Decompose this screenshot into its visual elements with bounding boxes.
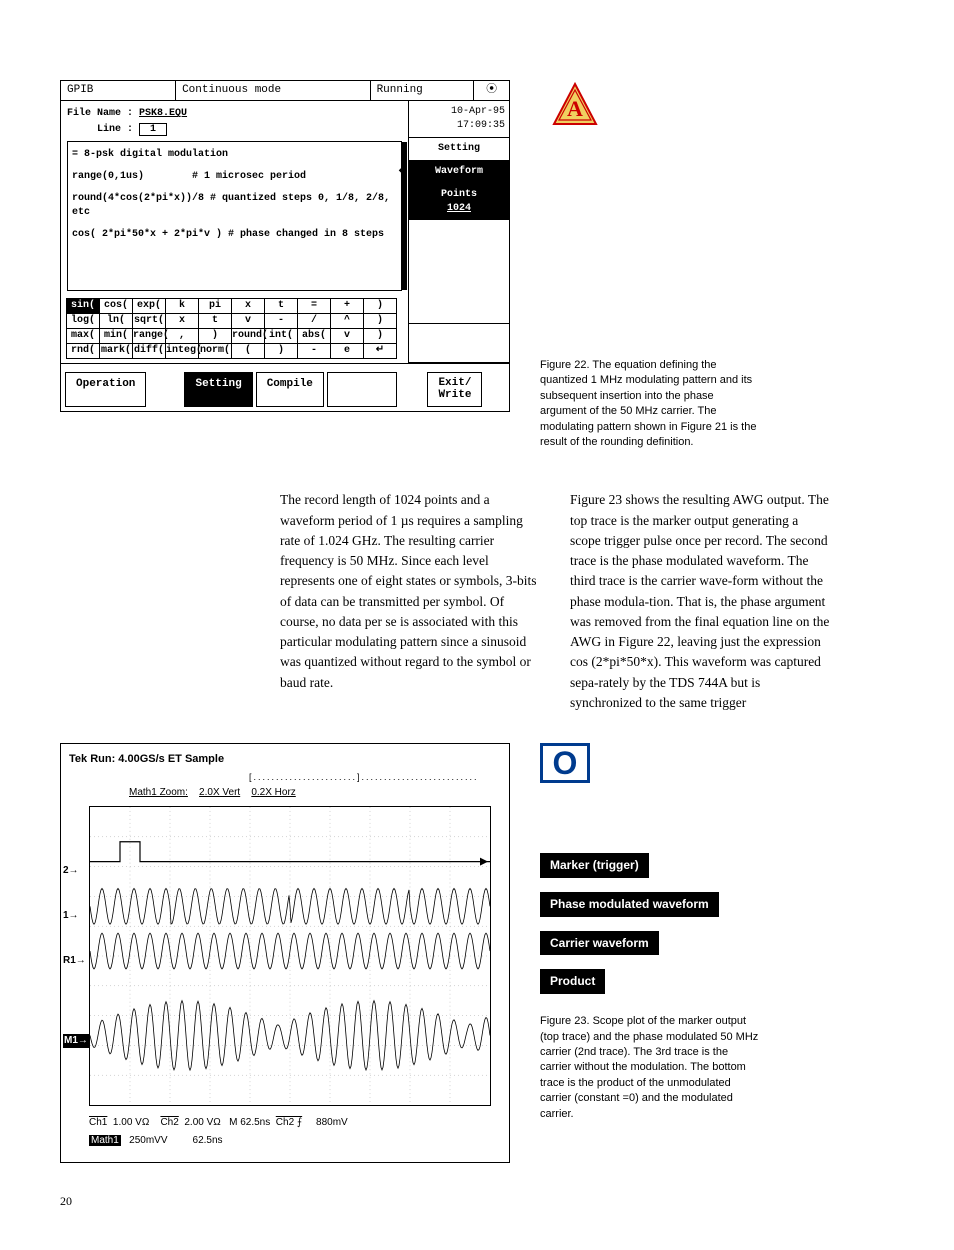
keypad-key[interactable]: range(: [132, 328, 166, 344]
keypad-key[interactable]: -: [264, 313, 298, 329]
keypad-key[interactable]: norm(: [198, 343, 232, 359]
keypad-key[interactable]: log(: [66, 313, 100, 329]
line-number[interactable]: 1: [139, 123, 167, 136]
label-marker: Marker (trigger): [540, 853, 649, 878]
side-setting[interactable]: Setting: [409, 138, 509, 161]
keypad-key[interactable]: abs(: [297, 328, 331, 344]
figure-22-caption: Figure 22. The equation defining the qua…: [540, 358, 760, 450]
keypad-key[interactable]: ^: [330, 313, 364, 329]
compile-button[interactable]: Compile: [256, 372, 324, 406]
keypad-key[interactable]: ): [198, 328, 232, 344]
keypad-key[interactable]: -: [297, 343, 331, 359]
keypad-key[interactable]: sin(: [66, 298, 100, 314]
operation-button[interactable]: Operation: [65, 372, 146, 406]
keypad-key[interactable]: sqrt(: [132, 313, 166, 329]
keypad-key[interactable]: e: [330, 343, 364, 359]
figure-23-caption: Figure 23. Scope plot of the marker outp…: [540, 1014, 760, 1122]
keypad-key[interactable]: mark(: [99, 343, 133, 359]
keypad-key[interactable]: v: [330, 328, 364, 344]
keypad-key[interactable]: cos(: [99, 298, 133, 314]
keypad-key[interactable]: int(: [264, 328, 298, 344]
keypad-key[interactable]: ↵: [363, 343, 397, 359]
keypad-key[interactable]: exp(: [132, 298, 166, 314]
keypad-key[interactable]: pi: [198, 298, 232, 314]
function-keypad[interactable]: sin(cos(exp(kpixt=+)log(ln(sqrt(xtv-/^)m…: [67, 299, 402, 359]
keypad-key[interactable]: integ(: [165, 343, 199, 359]
oscilloscope-screenshot: Tek Run: 4.00GS/s ET Sample [...........…: [60, 743, 510, 1163]
status-gpib: GPIB: [61, 81, 176, 100]
keypad-key[interactable]: ): [363, 328, 397, 344]
keypad-key[interactable]: v: [231, 313, 265, 329]
equation-editor-area[interactable]: = 8-psk digital modulation range(0,1us) …: [67, 141, 402, 291]
label-phase-mod: Phase modulated waveform: [540, 892, 719, 917]
keypad-key[interactable]: /: [297, 313, 331, 329]
label-carrier: Carrier waveform: [540, 931, 659, 956]
keypad-key[interactable]: max(: [66, 328, 100, 344]
body-paragraph-1: The record length of 1024 points and a w…: [280, 490, 540, 713]
warning-triangle-icon: A: [550, 80, 600, 130]
o-badge-icon: O: [540, 743, 590, 783]
keypad-key[interactable]: diff(: [132, 343, 166, 359]
side-waveform[interactable]: ◆ Waveform: [409, 161, 509, 184]
keypad-key[interactable]: k: [165, 298, 199, 314]
datetime: 10-Apr-95 17:09:35: [409, 101, 509, 138]
keypad-key[interactable]: x: [231, 298, 265, 314]
keypad-key[interactable]: min(: [99, 328, 133, 344]
keypad-key[interactable]: t: [264, 298, 298, 314]
side-points[interactable]: Points 1024: [409, 184, 509, 220]
label-product: Product: [540, 969, 605, 994]
file-name: PSK8.EQU: [139, 108, 187, 119]
keypad-key[interactable]: ): [264, 343, 298, 359]
keypad-key[interactable]: +: [330, 298, 364, 314]
svg-text:A: A: [567, 96, 583, 121]
status-mode: Continuous mode: [176, 81, 370, 100]
keypad-key[interactable]: =: [297, 298, 331, 314]
keypad-key[interactable]: x: [165, 313, 199, 329]
keypad-key[interactable]: (: [231, 343, 265, 359]
keypad-key[interactable]: round(: [231, 328, 265, 344]
keypad-key[interactable]: ): [363, 298, 397, 314]
setting-button[interactable]: Setting: [184, 372, 252, 406]
keypad-key[interactable]: t: [198, 313, 232, 329]
keypad-key[interactable]: ,: [165, 328, 199, 344]
keypad-key[interactable]: ): [363, 313, 397, 329]
page-number: 20: [60, 1193, 894, 1210]
body-paragraph-2: Figure 23 shows the resulting AWG output…: [570, 490, 830, 713]
awg-equation-editor: GPIB Continuous mode Running ⦿ File Name…: [60, 80, 510, 412]
exit-write-button[interactable]: Exit/ Write: [427, 372, 482, 406]
status-running: Running: [371, 81, 475, 100]
keypad-key[interactable]: ln(: [99, 313, 133, 329]
keypad-key[interactable]: rnd(: [66, 343, 100, 359]
